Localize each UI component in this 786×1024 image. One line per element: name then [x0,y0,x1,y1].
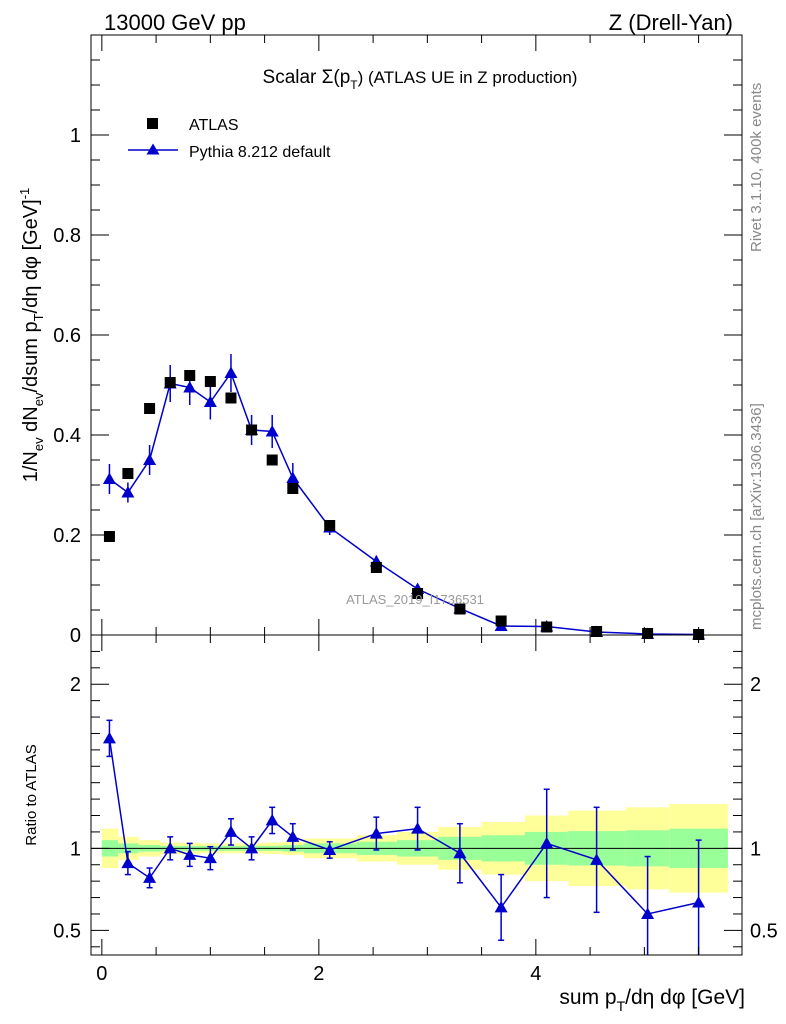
legend-atlas-label: ATLAS [189,117,239,134]
ratio-point [224,825,238,837]
atlas-point [103,531,115,542]
ratio-point [590,853,604,865]
atlas-point [454,603,466,615]
ratio-point [540,836,554,849]
main-ytick-label: 0.8 [53,225,81,247]
pythia-point [286,471,300,483]
pythia-point [102,472,116,484]
atlas-point [591,626,603,637]
ratio-xtick-label: 2 [313,963,324,985]
atlas-point [370,562,382,573]
atlas-point [184,370,196,381]
ratio-panel: 0.5 0.5 1 1 2 2 0 2 4 Ratio to ATLAS sum pT/dη d… [23,634,778,1014]
main-ytick-label: 0.4 [53,425,81,447]
pythia-point [143,453,157,465]
pythia-point [224,366,238,378]
ratio-frame [90,634,743,956]
atlas-point [541,621,553,633]
main-panel: 0 0.2 0.4 0.6 0.8 1 Scalar Σ(pT) (ATLAS UE in… [17,34,743,647]
atlas-point [287,483,299,494]
ratio-point [692,895,706,908]
ratio-xtick-label: 0 [96,963,107,985]
main-ytick-label: 0.6 [53,325,81,347]
main-title: Scalar Σ(pT) (ATLAS UE in Z production) [263,67,578,92]
ratio-ytick-label: 0.5 [53,920,81,942]
atlas-point [204,376,216,387]
main-ytick-label: 0.2 [53,525,81,547]
main-ticks: 0 0.2 0.4 0.6 0.8 1 [53,35,742,647]
ratio-point [203,851,217,864]
ratio-point [163,841,177,854]
pythia-point [121,486,135,498]
atlas-point [144,403,156,414]
ratio-point [265,813,279,826]
rivet-label: Rivet 3.1.10, 400k events [748,83,765,252]
legend-atlas-marker [147,118,158,129]
atlas-point [122,468,134,479]
ratio-ytick-label: 1 [70,838,81,860]
atlas-point [266,454,278,466]
main-ytick-label: 0 [70,625,81,647]
ratio-point [143,871,157,883]
ratio-point [121,856,135,869]
ratio-series [102,719,706,955]
pythia-point [265,425,279,437]
atlas-point [164,377,176,388]
header-left: 13000 GeV pp [104,10,246,35]
header-right: Z (Drell-Yan) [609,10,733,35]
ratio-ytick-label-right: 0.5 [750,920,778,942]
legend-pythia-label: Pythia 8.212 default [189,144,331,161]
ratio-xtick-label: 4 [530,963,541,985]
atlas-point [324,520,336,531]
ratio-point [286,830,300,842]
ratio-point [369,827,383,839]
main-ylabel: 1/Nev dNev/dsum pT/dη dφ [GeV]-1 [17,188,46,483]
ratio-point [183,848,197,860]
ratio-point [641,907,655,919]
atlas-point [412,588,424,599]
title-sub: T [350,78,358,92]
ratio-ytick-label-right: 1 [750,838,761,860]
pythia-point [183,381,197,393]
legend-pythia-marker [146,143,160,155]
ratio-xlabel: sum pT/dη dφ [GeV] [559,986,745,1014]
pythia-point [203,395,217,407]
ratio-point [323,843,337,855]
atlas-point [495,615,507,627]
title-suffix: ) (ATLAS UE in Z production) [358,68,578,87]
atlas-point [642,628,654,639]
atlas-point [246,424,258,436]
ratio-point [494,900,508,913]
ratio-point [245,841,259,854]
mcplots-label: mcplots.cern.ch [arXiv:1306.3436] [748,403,765,630]
ratio-point [411,822,425,834]
ratio-ytick-label: 2 [70,674,81,696]
atlas-point [225,392,237,404]
main-series [102,354,706,640]
ratio-ylabel: Ratio to ATLAS [23,744,40,845]
analysis-watermark: ATLAS_2019_I1736531 [346,592,484,607]
ratio-ticks: 0.5 0.5 1 1 2 2 0 2 4 [53,635,778,985]
ratio-ytick-label-right: 2 [750,674,761,696]
main-ytick-label: 1 [70,125,81,147]
ratio-point [453,846,467,859]
ratio-point [102,731,116,744]
title-prefix: Scalar Σ(p [263,67,351,88]
